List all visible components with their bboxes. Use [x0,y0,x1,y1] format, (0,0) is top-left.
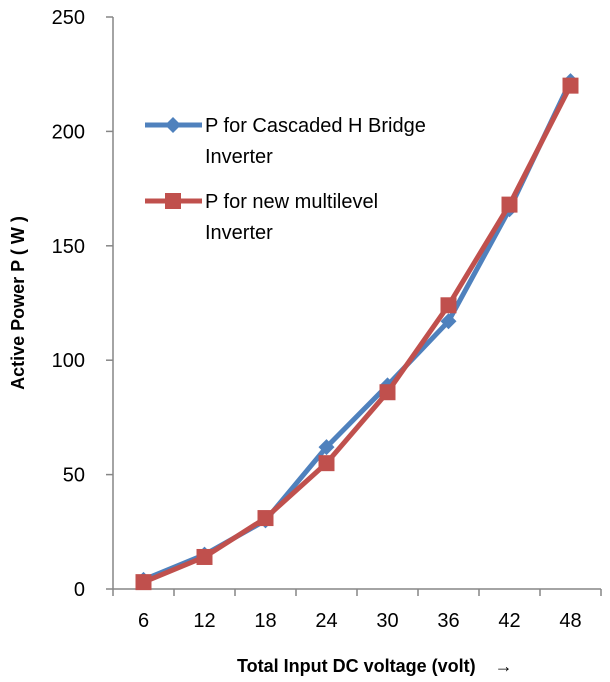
x-tick-label: 48 [559,610,581,632]
legend-label: Inverter [205,222,273,244]
data-point [196,548,213,565]
series-line [141,83,573,585]
legend-marker [165,193,181,209]
x-tick-label: 30 [376,610,398,632]
y-axis-title: Active Power P ( W ) [8,216,28,390]
data-point [135,574,152,591]
x-tick-label: 42 [498,610,520,632]
y-tick-label: 0 [74,579,85,601]
x-tick-label: 12 [193,610,215,632]
x-axis-title-text: Total Input DC voltage (volt) [237,656,476,676]
data-point [440,313,457,330]
y-tick-label: 150 [52,236,85,258]
y-tick-label: 100 [52,350,85,372]
x-tick-label: 36 [437,610,459,632]
legend-item-1: P for Cascaded H Bridge Inverter [145,115,426,168]
data-point [318,455,335,472]
data-point [440,297,457,314]
x-axis-arrow: → [495,656,513,676]
data-point [257,510,274,527]
y-tick-label: 250 [52,7,85,29]
data-point [318,439,335,456]
series-1 [135,73,579,588]
legend-marker [165,117,181,133]
x-tick-label: 24 [315,610,337,632]
legend-label: P for new multilevel [205,191,378,213]
data-point [562,77,579,94]
x-tick-label: 18 [254,610,276,632]
legend-label: P for Cascaded H Bridge [205,115,426,137]
ticks: 0 50 100 150 200 250 6 12 18 24 30 36 42 48 [52,7,602,632]
series-2 [135,77,579,591]
x-tick-label: 6 [138,610,149,632]
y-tick-label: 200 [52,121,85,143]
x-axis-title: Total Input DC voltage (volt) → [237,656,513,676]
y-tick-label: 50 [63,465,85,487]
legend-label: Inverter [205,146,273,168]
series [135,73,579,591]
data-point [379,384,396,401]
data-point [501,196,518,213]
axes [112,17,601,590]
legend-item-2: P for new multilevel Inverter [145,191,378,244]
